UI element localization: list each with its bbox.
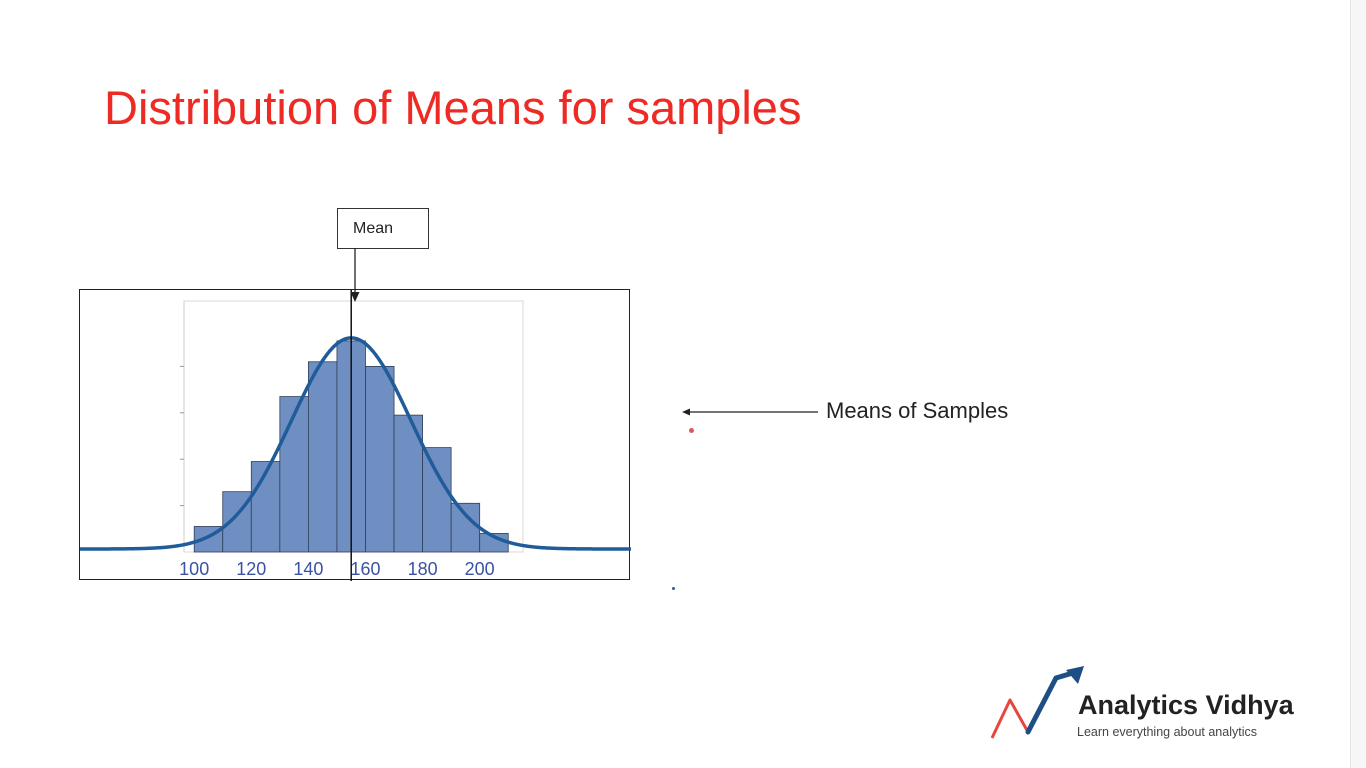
histogram-svg: 100 120 140 160 180 200 [80, 290, 631, 581]
histogram-chart: 100 120 140 160 180 200 [79, 289, 631, 581]
y-tick-marks [180, 365, 184, 507]
mean-callout-box: Mean [337, 208, 429, 249]
x-tick-label-100: 100 [179, 559, 209, 579]
normal-curve-line [80, 336, 631, 551]
analytics-vidhya-logo-icon [990, 666, 1084, 739]
x-tick-labels: 100 120 140 160 180 200 [179, 559, 495, 579]
histogram-bar-190-200 [450, 502, 481, 553]
logo-tagline: Learn everything about analytics [1077, 725, 1257, 739]
x-tick-label-160: 160 [350, 559, 380, 579]
x-tick-label-140: 140 [293, 559, 323, 579]
slide-title: Distribution of Means for samples [104, 81, 802, 134]
window-edge [1350, 0, 1366, 768]
histogram-bar-160-170 [365, 366, 395, 553]
histogram-bar-130-140 [279, 396, 309, 553]
histogram-bar-180-190 [422, 447, 452, 553]
x-tick-label-200: 200 [465, 559, 495, 579]
curve-group [80, 290, 631, 581]
blue-dot-mark [672, 587, 675, 590]
logo-name: Analytics Vidhya [1078, 690, 1294, 720]
red-dot-mark [689, 428, 694, 433]
histogram-bar-140-150 [307, 361, 338, 553]
x-tick-label-120: 120 [236, 559, 266, 579]
left-arrow-icon [682, 408, 818, 416]
mean-pointer-arrow-icon [350, 248, 360, 302]
means-of-samples-label: Means of Samples [826, 398, 1009, 423]
x-tick-label-180: 180 [408, 559, 438, 579]
